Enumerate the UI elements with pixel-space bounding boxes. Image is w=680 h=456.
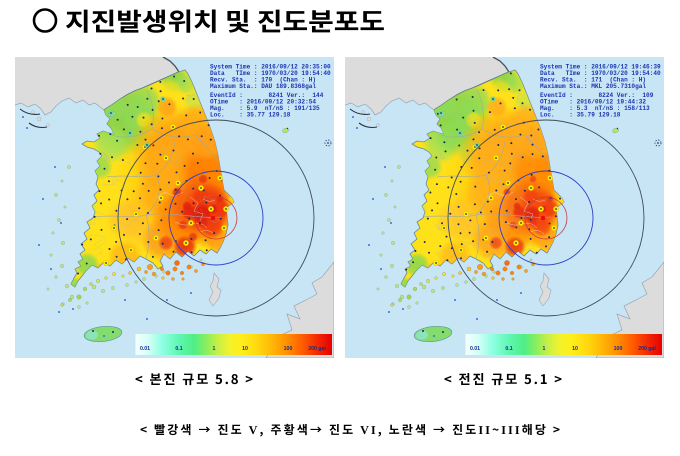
- svg-text:Maximum Sta.: DAU 189.8368gal: Maximum Sta.: DAU 189.8368gal: [210, 83, 316, 90]
- svg-text:1: 1: [213, 346, 216, 352]
- svg-text:OTime : 2016/09/12 19:44:32: OTime : 2016/09/12 19:44:32: [540, 98, 646, 105]
- svg-text:0.01: 0.01: [140, 346, 150, 352]
- svg-text:Recv. Sta. : 170 (Chan : H): Recv. Sta. : 170 (Chan : H): [210, 77, 316, 84]
- svg-text:10: 10: [572, 346, 578, 352]
- svg-text:Mag. : 5.3 nT/nS : 158/113: Mag. : 5.3 nT/nS : 158/113: [540, 105, 650, 112]
- svg-text:100: 100: [284, 346, 293, 352]
- svg-text:0.1: 0.1: [505, 346, 512, 352]
- svg-text:Recv. Sta. : 171 (Chan : H): Recv. Sta. : 171 (Chan : H): [540, 77, 646, 84]
- svg-text:Data TIme : 1970/03/20 19:54: Data TIme : 1970/03/20 19:54:40: [540, 70, 661, 77]
- svg-text:EventId : 8241 Ver.: 14: EventId : 8241 Ver.: 144: [210, 92, 324, 99]
- svg-text:Loc. : 35.79 129.18: Loc. : 35.79 129.18: [540, 111, 621, 118]
- svg-text:200 gal: 200 gal: [638, 346, 656, 352]
- svg-text:Maximum Sta.: MKL 205.7310gal: Maximum Sta.: MKL 205.7310gal: [540, 83, 646, 90]
- svg-text:System Time : 2016/09/12 19:46: System Time : 2016/09/12 19:46:39: [540, 64, 661, 71]
- svg-text:100: 100: [614, 346, 623, 352]
- svg-text:System Time : 2016/09/12 20:35: System Time : 2016/09/12 20:35:00: [210, 64, 331, 71]
- svg-text:0.01: 0.01: [470, 346, 480, 352]
- svg-text:OTime : 2016/09/12 20:32:54: OTime : 2016/09/12 20:32:54: [210, 98, 316, 105]
- svg-text:Loc. : 35.77 129.18: Loc. : 35.77 129.18: [210, 111, 291, 118]
- svg-text:10: 10: [242, 346, 248, 352]
- svg-text:0.1: 0.1: [175, 346, 182, 352]
- svg-text:Data TIme : 1970/03/20 19:54: Data TIme : 1970/03/20 19:54:40: [210, 70, 331, 77]
- svg-text:Mag. : 5.9 nT/nS : 191/135: Mag. : 5.9 nT/nS : 191/135: [210, 105, 320, 112]
- svg-text:EventId : 8224 Ver.: 10: EventId : 8224 Ver.: 109: [540, 92, 654, 99]
- svg-text:1: 1: [543, 346, 546, 352]
- svg-text:200 gal: 200 gal: [308, 346, 326, 352]
